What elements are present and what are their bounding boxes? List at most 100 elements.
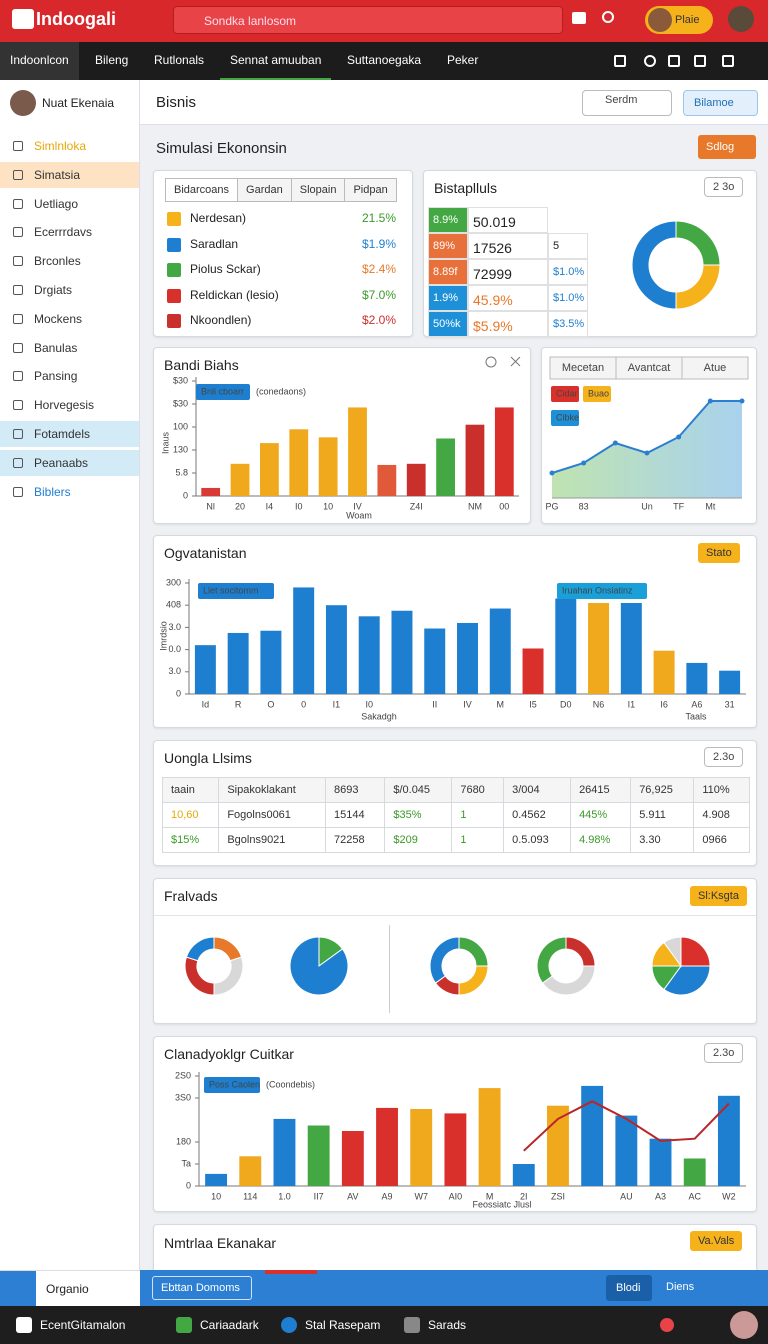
sidebar-item[interactable]: Peanaabs	[0, 449, 139, 476]
task-icon[interactable]	[404, 1317, 420, 1333]
sidebar: Nuat Ekenaia Simlnloka Simatsia Uetliago Ec…	[0, 80, 140, 1270]
tab[interactable]: Gardan	[237, 178, 292, 202]
bar	[273, 1118, 296, 1186]
tab[interactable]: Bidarcoans	[165, 178, 239, 202]
task-label[interactable]: Cariaadark	[200, 1318, 259, 1332]
x-tick-label: AV	[347, 1191, 358, 1201]
sidebar-label: Pansing	[34, 369, 78, 384]
user-name[interactable]: Nuat Ekenaia	[42, 96, 115, 110]
task-icon[interactable]	[281, 1317, 297, 1333]
nav-tab[interactable]: Bileng	[95, 53, 129, 67]
button[interactable]: Va.Vals	[690, 1231, 743, 1251]
task-icon[interactable]	[16, 1317, 32, 1333]
x-tick-label: 20	[235, 501, 245, 511]
grid-cell: $5.9%	[468, 311, 548, 337]
nav-icon[interactable]	[668, 55, 680, 67]
x-tick-label: O	[267, 699, 274, 709]
x-tick-label: R	[235, 699, 242, 709]
settings-icon[interactable]	[0, 1271, 36, 1307]
nav-tab[interactable]: Indoonlcon	[0, 42, 79, 80]
select[interactable]: 2.3o	[704, 747, 744, 767]
task-label[interactable]: Stal Rasepam	[305, 1318, 381, 1332]
task-label[interactable]: EcentGitamalon	[40, 1318, 126, 1332]
table-row: 10,60 Fogolns0061 15144 $35% 1 0.4562 445% 5.91…	[161, 802, 750, 828]
grid-cell: 8.89f	[428, 259, 468, 285]
bar	[588, 602, 610, 694]
row-icon	[167, 263, 181, 277]
sidebar-item[interactable]: Horvegesis	[0, 392, 139, 418]
chip[interactable]: Ebttan Domoms	[152, 1276, 252, 1300]
x-tick-label: 1.0	[278, 1191, 291, 1201]
avatar[interactable]	[728, 6, 754, 32]
nav-icon[interactable]	[694, 55, 706, 67]
button[interactable]: Blodi	[606, 1275, 652, 1301]
x-tick-label: Nl	[206, 501, 215, 511]
section-title: Simulasi Ekononsin	[156, 140, 287, 157]
button[interactable]: Sl:Ksgta	[690, 886, 747, 906]
button[interactable]: Sdlog	[698, 135, 756, 159]
pie-segment	[663, 965, 711, 996]
button[interactable]: Diens	[666, 1281, 695, 1293]
x-tick-label: M	[497, 699, 505, 709]
x-tick-label: 10	[323, 501, 333, 511]
pie-segment	[429, 936, 460, 984]
table-cell: Sipakoklakant	[218, 777, 326, 803]
grid-cell: $1.0%	[548, 259, 588, 285]
row-value: 21.5%	[362, 211, 397, 225]
legend-swatch	[583, 386, 611, 402]
tab[interactable]: Pidpan	[344, 178, 397, 202]
icon[interactable]	[572, 12, 586, 24]
pie-segment	[565, 936, 596, 967]
button[interactable]: Stato	[698, 543, 740, 563]
sidebar-item[interactable]: Fotamdels	[0, 421, 139, 447]
button[interactable]: Bilamoe	[683, 90, 758, 116]
nav-tab[interactable]: Rutlonals	[154, 53, 205, 67]
task-label[interactable]: Sarads	[428, 1318, 467, 1332]
search[interactable]: Sondka lanlosom	[173, 6, 563, 34]
select[interactable]: 2.3o	[704, 1043, 744, 1063]
x-axis-label: Woam	[346, 510, 372, 520]
avatar[interactable]	[730, 1311, 758, 1339]
sidebar-item[interactable]: Banulas	[0, 335, 139, 361]
bar	[547, 1105, 569, 1186]
pie-segment	[289, 936, 349, 996]
chart: 0 3.0 0.0 3.0 408 300 Id R O 0 I1 I0 II IV M I5 D0 N6 I1 I6…	[158, 577, 746, 721]
search-icon[interactable]	[602, 11, 614, 23]
sidebar-item[interactable]: Biblers	[0, 479, 139, 505]
nav-tab[interactable]: Suttanoegaka	[347, 53, 422, 67]
sidebar-item[interactable]: Pansing	[0, 363, 139, 389]
sidebar-label: Banulas	[34, 340, 78, 355]
bar	[260, 630, 282, 694]
y-tick-label: 130	[173, 444, 188, 454]
table-cell: 1	[451, 802, 505, 828]
nav-icon[interactable]	[614, 55, 626, 67]
sidebar-item[interactable]: Simatsia	[0, 161, 139, 188]
sidebar-item[interactable]: Mockens	[0, 306, 139, 332]
point	[549, 470, 555, 476]
sidebar-item[interactable]: Brconles	[0, 248, 139, 274]
sidebar-item[interactable]: Drgiats	[0, 277, 139, 303]
sidebar-item[interactable]: Ecerrrdavs	[0, 219, 139, 245]
bar	[717, 1095, 740, 1186]
select[interactable]: Serdm	[582, 90, 672, 116]
grid-cell: 5	[548, 233, 588, 259]
nav-icon[interactable]	[644, 55, 656, 67]
sidebar-item[interactable]: Simlnloka	[0, 133, 139, 159]
task-icon[interactable]	[176, 1317, 192, 1333]
y-tick-label: 3.0	[168, 666, 181, 676]
y-tick-label: 0.0	[168, 644, 181, 654]
select[interactable]: 2 3o	[704, 177, 744, 197]
bar	[719, 670, 741, 694]
y-tick-label: 100	[173, 421, 188, 431]
x-tick-label: II	[432, 699, 437, 709]
nav-tab[interactable]: Peker	[447, 53, 479, 67]
table-cell: $209	[384, 827, 453, 853]
table-cell: 5.911	[630, 802, 695, 828]
nav-icon[interactable]	[722, 55, 734, 67]
sidebar-item[interactable]: Uetliago	[0, 191, 139, 217]
bar	[227, 632, 249, 694]
logo[interactable]: Indoogali	[36, 9, 116, 29]
tab[interactable]: Slopain	[290, 178, 346, 202]
nav-tab[interactable]: Sennat amuuban	[220, 42, 332, 80]
bottom-left: Organio	[0, 1270, 140, 1307]
